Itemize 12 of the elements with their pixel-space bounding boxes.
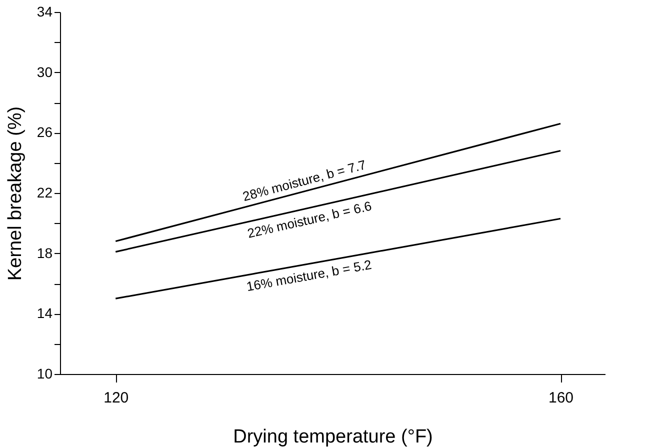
y-tick-label: 34 — [36, 4, 53, 20]
x-tick-label: 120 — [104, 390, 129, 406]
y-tick-label: 30 — [36, 64, 53, 80]
y-tick-label: 26 — [36, 124, 53, 140]
x-axis-title: Drying temperature (°F) — [233, 426, 433, 447]
y-tick-label: 22 — [36, 184, 53, 200]
y-axis-title: Kernel breakage (%) — [4, 106, 26, 281]
y-tick-label: 14 — [36, 305, 53, 322]
x-tick-label: 160 — [548, 390, 574, 406]
y-tick-label: 10 — [36, 366, 53, 382]
y-tick-label: 18 — [36, 244, 53, 261]
text: 16% moisture, b = 5.2 — [245, 256, 373, 294]
